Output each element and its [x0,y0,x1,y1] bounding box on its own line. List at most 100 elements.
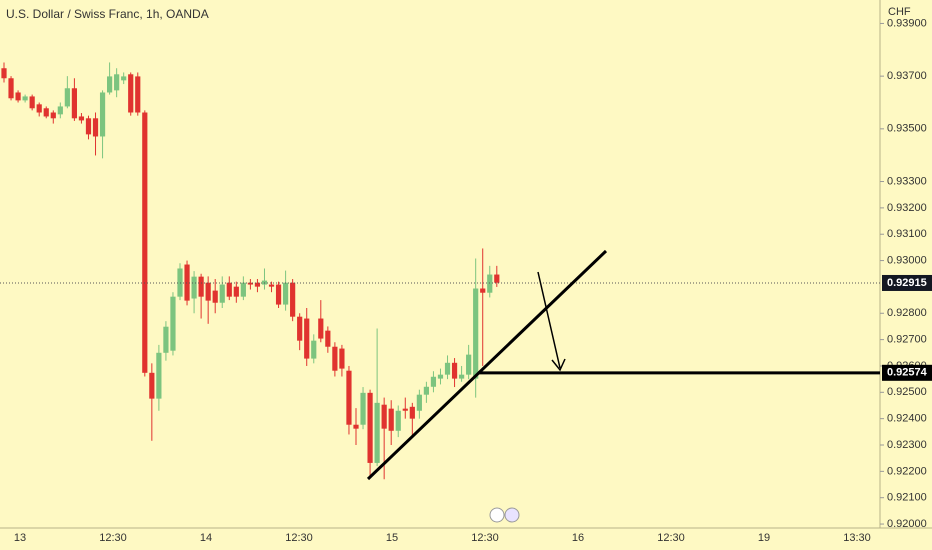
candle-body [170,296,176,351]
candle-body [409,406,415,419]
y-tick-label: 0.92200 [887,465,927,477]
candle-body [36,104,42,113]
y-tick-label: 0.92300 [887,439,927,451]
candle-body [85,118,92,135]
candle-body [135,76,141,113]
y-tick-label: 0.93000 [887,254,927,266]
candle-body [57,106,63,115]
candle-body [184,264,190,301]
candle-body [459,374,465,379]
candle-body [487,274,493,293]
candle-body [268,284,275,287]
candle-body [114,74,120,91]
candle-body [473,288,479,379]
y-tick-label: 0.92500 [887,386,927,398]
candle-body [388,408,394,431]
x-tick-label: 14 [200,532,212,544]
candle-body [107,76,113,93]
candle-body [191,276,197,299]
y-tick-label: 0.92700 [887,334,927,346]
candle-body [318,318,324,339]
y-tick-label: 0.92400 [887,413,927,425]
candle-body [402,408,408,411]
x-tick-label: 12:30 [657,532,685,544]
candle-body [8,78,14,99]
candle-body [212,290,218,303]
candle-body [346,370,352,425]
candle-body [494,274,500,283]
candle-body [205,282,211,301]
y-tick-label: 0.92800 [887,307,927,319]
candle-body [92,118,99,137]
candle-body [29,96,35,109]
candle-body [395,410,401,431]
trend-line [366,249,608,481]
arrow-head [551,358,566,372]
candle-body [219,284,225,303]
candle-body [332,346,338,371]
candle-body [142,112,148,373]
x-tick-label: 12:30 [471,532,499,544]
candle-body [374,402,380,463]
y-tick-label: 0.93900 [887,17,927,29]
y-tick-label: 0.92100 [887,492,927,504]
candle-body [64,88,70,107]
candle-body [304,318,310,359]
candle-body [233,286,239,297]
candle-body [78,116,85,121]
x-tick-label: 19 [758,532,770,544]
candle-body [437,374,444,379]
arrow [537,271,561,369]
candle-body [121,76,127,81]
candle-body [466,354,472,375]
currency-label: CHF [888,6,911,18]
candle-body [128,74,134,113]
candle-body [480,288,486,293]
level-tag [882,364,932,381]
chart-title: U.S. Dollar / Swiss Franc, 1h, OANDA [6,7,209,21]
candle-body [290,282,296,317]
y-tick-label: 0.93100 [887,228,927,240]
y-tick-label: 0.92000 [887,518,927,530]
candle-body [283,282,289,305]
candle-body [367,392,373,463]
price-tag-label: 0.92915 [887,277,927,289]
x-tick-label: 15 [386,532,398,544]
candle-body [99,92,106,137]
candle-body [430,376,437,387]
candle-body [311,340,317,359]
level-tag-label: 0.92574 [887,367,928,379]
candle-body [444,362,451,375]
candle-body [360,392,366,425]
candle-body [339,348,345,369]
price-tag [882,274,932,291]
candle-body [451,362,458,379]
candle-body [254,282,261,287]
y-tick-label: 0.93200 [887,202,927,214]
candle-body [240,282,246,297]
candle-body [15,92,21,101]
candle-body [156,352,162,399]
x-tick-label: 12:30 [285,532,313,544]
candle-body [353,424,359,429]
candle-body [149,372,155,399]
candle-body [275,284,282,305]
x-tick-label: 13:30 [843,532,871,544]
x-tick-label: 12:30 [99,532,127,544]
candle-body [381,404,387,429]
candle-body [198,276,204,297]
candle-body [71,88,77,119]
candle-body [22,96,28,101]
candle-body [226,282,232,297]
x-tick-label: 13 [14,532,26,544]
candle-body [297,316,303,341]
event-icons [489,507,520,523]
y-tick-label: 0.93500 [887,123,927,135]
candle-body [163,326,169,353]
x-tick-label: 16 [572,532,584,544]
candle-body [416,394,422,411]
candle-body [43,108,49,117]
candle-body [1,68,7,79]
